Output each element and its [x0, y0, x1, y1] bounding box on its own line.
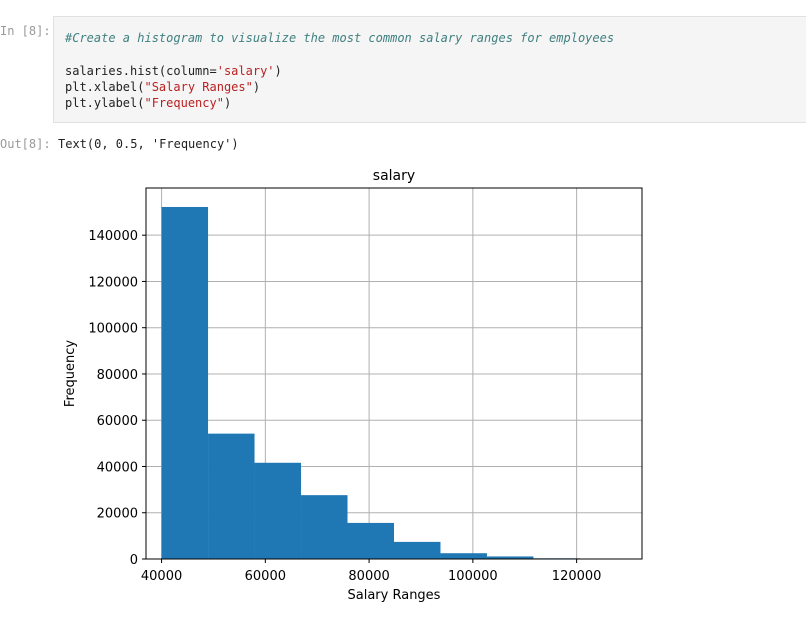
x-tick-label: 60000 — [245, 569, 286, 584]
y-tick-label: 80000 — [97, 368, 138, 383]
histogram-bar — [208, 433, 255, 559]
code-text: plt.ylabel( — [65, 96, 145, 110]
y-tick-label: 20000 — [97, 507, 138, 522]
y-tick-label: 140000 — [88, 229, 138, 244]
y-tick-label: 40000 — [97, 460, 138, 475]
code-string: 'salary' — [216, 64, 275, 78]
code-text: ) — [252, 80, 261, 94]
code-text: salaries.hist(column= — [65, 64, 217, 78]
y-tick-label: 60000 — [97, 414, 138, 429]
x-tick-label: 80000 — [348, 569, 389, 584]
y-tick-label: 120000 — [88, 275, 138, 290]
y-tick-label: 0 — [130, 553, 138, 568]
y-axis-label: Frequency — [63, 340, 78, 407]
code-cell[interactable]: #Create a histogram to visualize the mos… — [53, 16, 806, 123]
x-tick-label: 40000 — [141, 569, 182, 584]
x-axis-label: Salary Ranges — [348, 588, 441, 603]
code-line-hist: salaries.hist(column='salary') — [65, 63, 282, 79]
x-tick-label: 120000 — [552, 569, 602, 584]
code-text: ) — [223, 96, 232, 110]
output-prompt: Out[8]: — [0, 137, 51, 151]
histogram-bar — [440, 553, 487, 559]
code-string: "Salary Ranges" — [144, 80, 253, 94]
code-line-xlabel: plt.xlabel("Salary Ranges") — [65, 79, 260, 95]
histogram-bar — [486, 556, 534, 559]
histogram-bar — [347, 522, 394, 559]
histogram-bar — [393, 541, 441, 559]
code-text: plt.xlabel( — [65, 80, 145, 94]
code-string: "Frequency" — [144, 96, 224, 110]
x-tick-label: 100000 — [448, 569, 498, 584]
histogram-bar — [301, 495, 348, 559]
chart-title: salary — [373, 168, 415, 184]
histogram-bars — [161, 206, 627, 559]
histogram-bar — [254, 462, 302, 559]
axis-ticks: 40000 60000 80000 100000 120000 0 20000 40000 60… — [88, 229, 601, 584]
code-comment: #Create a histogram to visualize the mos… — [65, 31, 615, 45]
y-tick-label: 100000 — [88, 322, 138, 337]
input-prompt: In [8]: — [0, 24, 51, 38]
code-text: ) — [274, 64, 282, 78]
code-line-ylabel: plt.ylabel("Frequency") — [65, 95, 231, 111]
histogram-bar — [161, 206, 209, 559]
output-text: Text(0, 0.5, 'Frequency') — [58, 137, 239, 151]
